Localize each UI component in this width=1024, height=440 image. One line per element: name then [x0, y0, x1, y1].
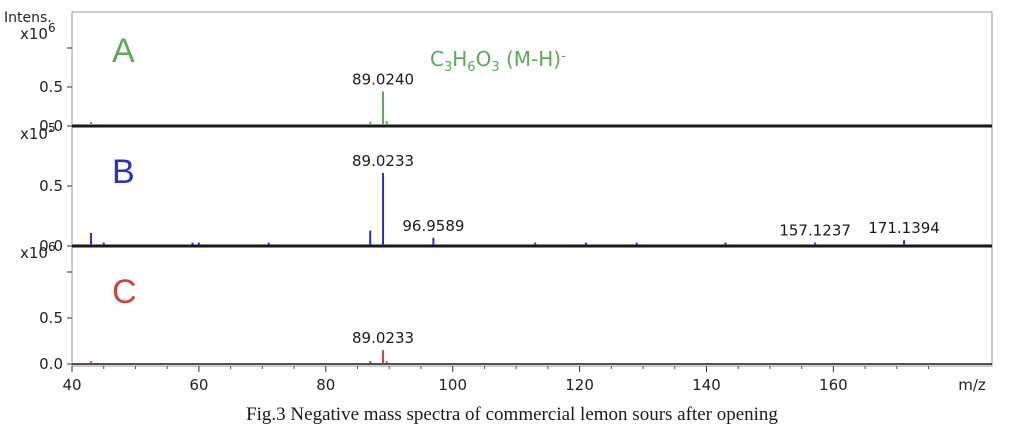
scale-label: x106 — [20, 21, 56, 43]
peak-annotation: 96.9589 — [402, 217, 464, 235]
y-tick-label: 0.0 — [39, 117, 63, 135]
y-tick-label: 0.5 — [39, 78, 63, 96]
panel-label: A — [112, 32, 135, 70]
x-axis-title: m/z — [958, 376, 986, 394]
x-tick-label: 140 — [692, 376, 721, 394]
scale-label: x106 — [20, 240, 56, 262]
peak-annotation: 89.0233 — [352, 329, 414, 347]
peak-annotation: 89.0240 — [352, 70, 414, 88]
x-tick-label: 160 — [819, 376, 848, 394]
y-tick-label: 0.5 — [39, 177, 63, 195]
x-tick-label: 80 — [316, 376, 335, 394]
y-tick-label: 0.0 — [39, 355, 63, 373]
x-tick-label: 120 — [565, 376, 594, 394]
scale-label: x105 — [20, 121, 56, 143]
spectra-svg: Intens. 0.0 0.5 x106 A 89.0240 0.0 0.5 x105 B 89.0… — [4, 10, 993, 394]
y-tick-label: 0.0 — [39, 237, 63, 255]
formula-annotation: C3H6O3 (M-H)- — [430, 47, 566, 75]
peak-annotation: 171.1394 — [868, 219, 940, 237]
plot-frame — [71, 11, 993, 367]
panel-label: C — [112, 273, 137, 311]
x-tick-label: 60 — [189, 376, 208, 394]
y-axis-title: Intens. — [4, 10, 52, 26]
y-tick-label: 0.5 — [39, 309, 63, 327]
x-tick-label: 100 — [438, 376, 467, 394]
x-tick-label: 40 — [62, 376, 81, 394]
peak-annotation: 89.0233 — [352, 152, 414, 170]
panel-label: B — [112, 153, 135, 191]
peak-annotation: 157.1237 — [779, 222, 851, 240]
figure-caption: Fig.3 Negative mass spectra of commercia… — [246, 404, 778, 425]
